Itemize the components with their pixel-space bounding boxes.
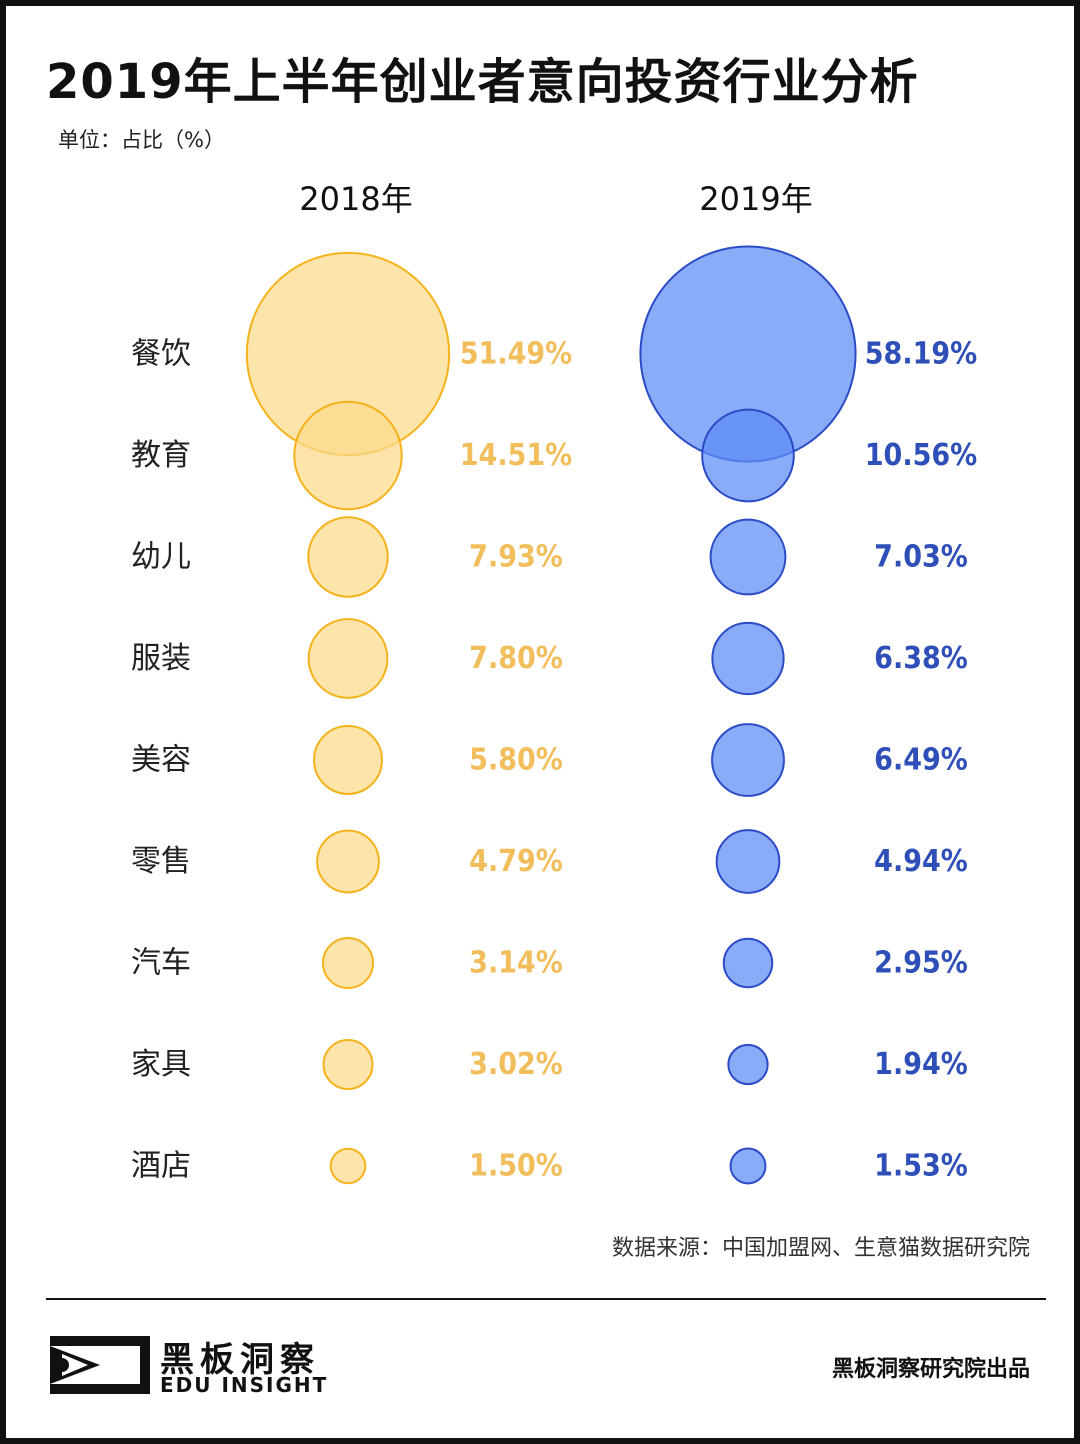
brand-name-en: EDU INSIGHT <box>160 1373 329 1397</box>
series-0 <box>245 251 451 1185</box>
bubble <box>322 1038 374 1091</box>
brand-name-cn: 黑板洞察 <box>160 1340 320 1380</box>
edu-insight-logo-icon <box>50 1336 150 1394</box>
data-source: 数据来源：中国加盟网、生意猫数据研究院 <box>611 1236 1030 1261</box>
bubble <box>701 408 795 503</box>
value-label: 3.14% <box>469 946 563 981</box>
category-label: 零售 <box>131 844 191 879</box>
page-title: 2019年上半年创业者意向投资行业分析 <box>46 54 919 110</box>
value-label: 58.19% <box>865 337 977 372</box>
value-label: 3.02% <box>469 1047 563 1082</box>
value-label: 4.94% <box>874 844 968 879</box>
value-label: 6.38% <box>874 641 968 676</box>
bubble <box>711 621 785 696</box>
value-label: 7.03% <box>874 540 968 575</box>
value-label: 7.93% <box>469 540 563 575</box>
category-label: 幼儿 <box>131 540 191 575</box>
bubble <box>727 1043 769 1086</box>
value-label: 6.49% <box>874 743 968 778</box>
bubble <box>329 1147 367 1185</box>
bubble <box>293 400 403 511</box>
bubble <box>729 1147 767 1185</box>
category-label: 汽车 <box>131 946 191 981</box>
bubble <box>307 516 389 598</box>
value-label: 1.50% <box>469 1149 563 1184</box>
category-label: 家具 <box>131 1047 191 1082</box>
value-label: 10.56% <box>865 438 977 473</box>
series-2018-header: 2018年 <box>299 180 413 218</box>
divider <box>46 1298 1046 1300</box>
category-label: 美容 <box>131 743 191 778</box>
unit-label: 单位：占比（%） <box>58 128 225 152</box>
category-label: 酒店 <box>131 1149 191 1184</box>
bubble <box>722 937 774 989</box>
bubble <box>709 518 787 596</box>
series-2019-header: 2019年 <box>699 180 813 218</box>
bubble <box>307 618 389 699</box>
value-label: 1.94% <box>874 1047 968 1082</box>
value-label: 51.49% <box>460 337 572 372</box>
bubble <box>715 829 781 894</box>
value-label: 1.53% <box>874 1149 968 1184</box>
bubble <box>711 723 785 797</box>
value-label: 14.51% <box>460 438 572 473</box>
value-label: 2.95% <box>874 946 968 981</box>
value-label: 7.80% <box>469 641 563 676</box>
category-label: 教育 <box>131 438 191 473</box>
bubble <box>313 725 383 795</box>
value-label: 5.80% <box>469 743 563 778</box>
value-label: 4.79% <box>469 844 563 879</box>
bubble <box>322 937 374 989</box>
bubble <box>316 829 380 894</box>
credit-line: 黑板洞察研究院出品 <box>831 1357 1030 1382</box>
category-label: 餐饮 <box>131 337 191 372</box>
category-label: 服装 <box>131 641 191 676</box>
series-1 <box>639 245 857 1185</box>
